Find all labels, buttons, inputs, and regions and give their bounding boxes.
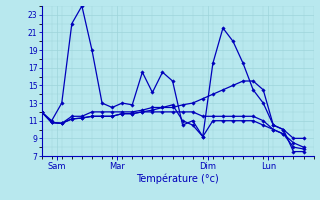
X-axis label: Température (°c): Température (°c) [136,173,219,184]
